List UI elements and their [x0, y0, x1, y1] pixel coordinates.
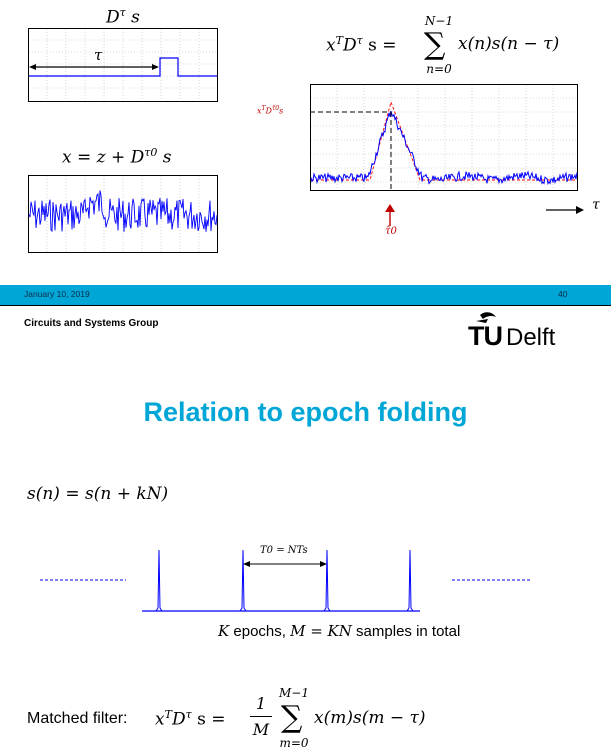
- correlation-plot: [270, 84, 578, 200]
- noisy-signal-line: [28, 190, 218, 233]
- matched-filter-equation: Matched filter: xTDτ s = 1 M M−1 ∑ m=0 x…: [27, 686, 426, 750]
- pulse-spikes: [155, 549, 414, 612]
- noisy-signal-plot: [28, 175, 218, 253]
- tudelft-logo: TU Delft: [466, 309, 576, 358]
- footer-page-number: 40: [558, 289, 568, 299]
- tau-axis-arrow: [546, 202, 584, 214]
- tau-hat-label: τ̂0: [385, 226, 397, 237]
- pulse-plot-title: Dτ s: [106, 6, 140, 28]
- footer-date: January 10, 2019: [24, 289, 90, 299]
- slide-footer-bar: January 10, 2019 40: [0, 285, 611, 305]
- group-name: Circuits and Systems Group: [24, 318, 159, 329]
- correlation-line: [310, 110, 578, 186]
- reference-triangle-line: [311, 100, 577, 181]
- logo-delft: Delft: [506, 324, 556, 351]
- tau-hat-arrow: [384, 204, 396, 226]
- footer-divider: [0, 305, 611, 306]
- epochs-caption: K epochs, M = KN samples in total: [218, 622, 461, 640]
- periodicity-equation: s(n) = s(n + kN): [27, 484, 169, 504]
- epoch-pulse-diagram: [40, 540, 540, 620]
- tau-axis-label: τ: [592, 197, 600, 213]
- period-label: T0 = NTs: [260, 545, 308, 556]
- slide-title: Relation to epoch folding: [143, 397, 468, 427]
- correlation-equation: xTDτ s = N−1 ∑ n=0 x(n)s(n − τ): [326, 14, 560, 76]
- noisy-plot-title: x = z + Dτ0 s: [62, 146, 172, 168]
- shifted-pulse-plot: [28, 28, 218, 102]
- peak-label: xTDτ̂0s: [257, 105, 284, 116]
- pulse-signal-line: [29, 57, 217, 77]
- tau-label: τ: [94, 46, 103, 64]
- logo-tu: TU: [468, 321, 503, 351]
